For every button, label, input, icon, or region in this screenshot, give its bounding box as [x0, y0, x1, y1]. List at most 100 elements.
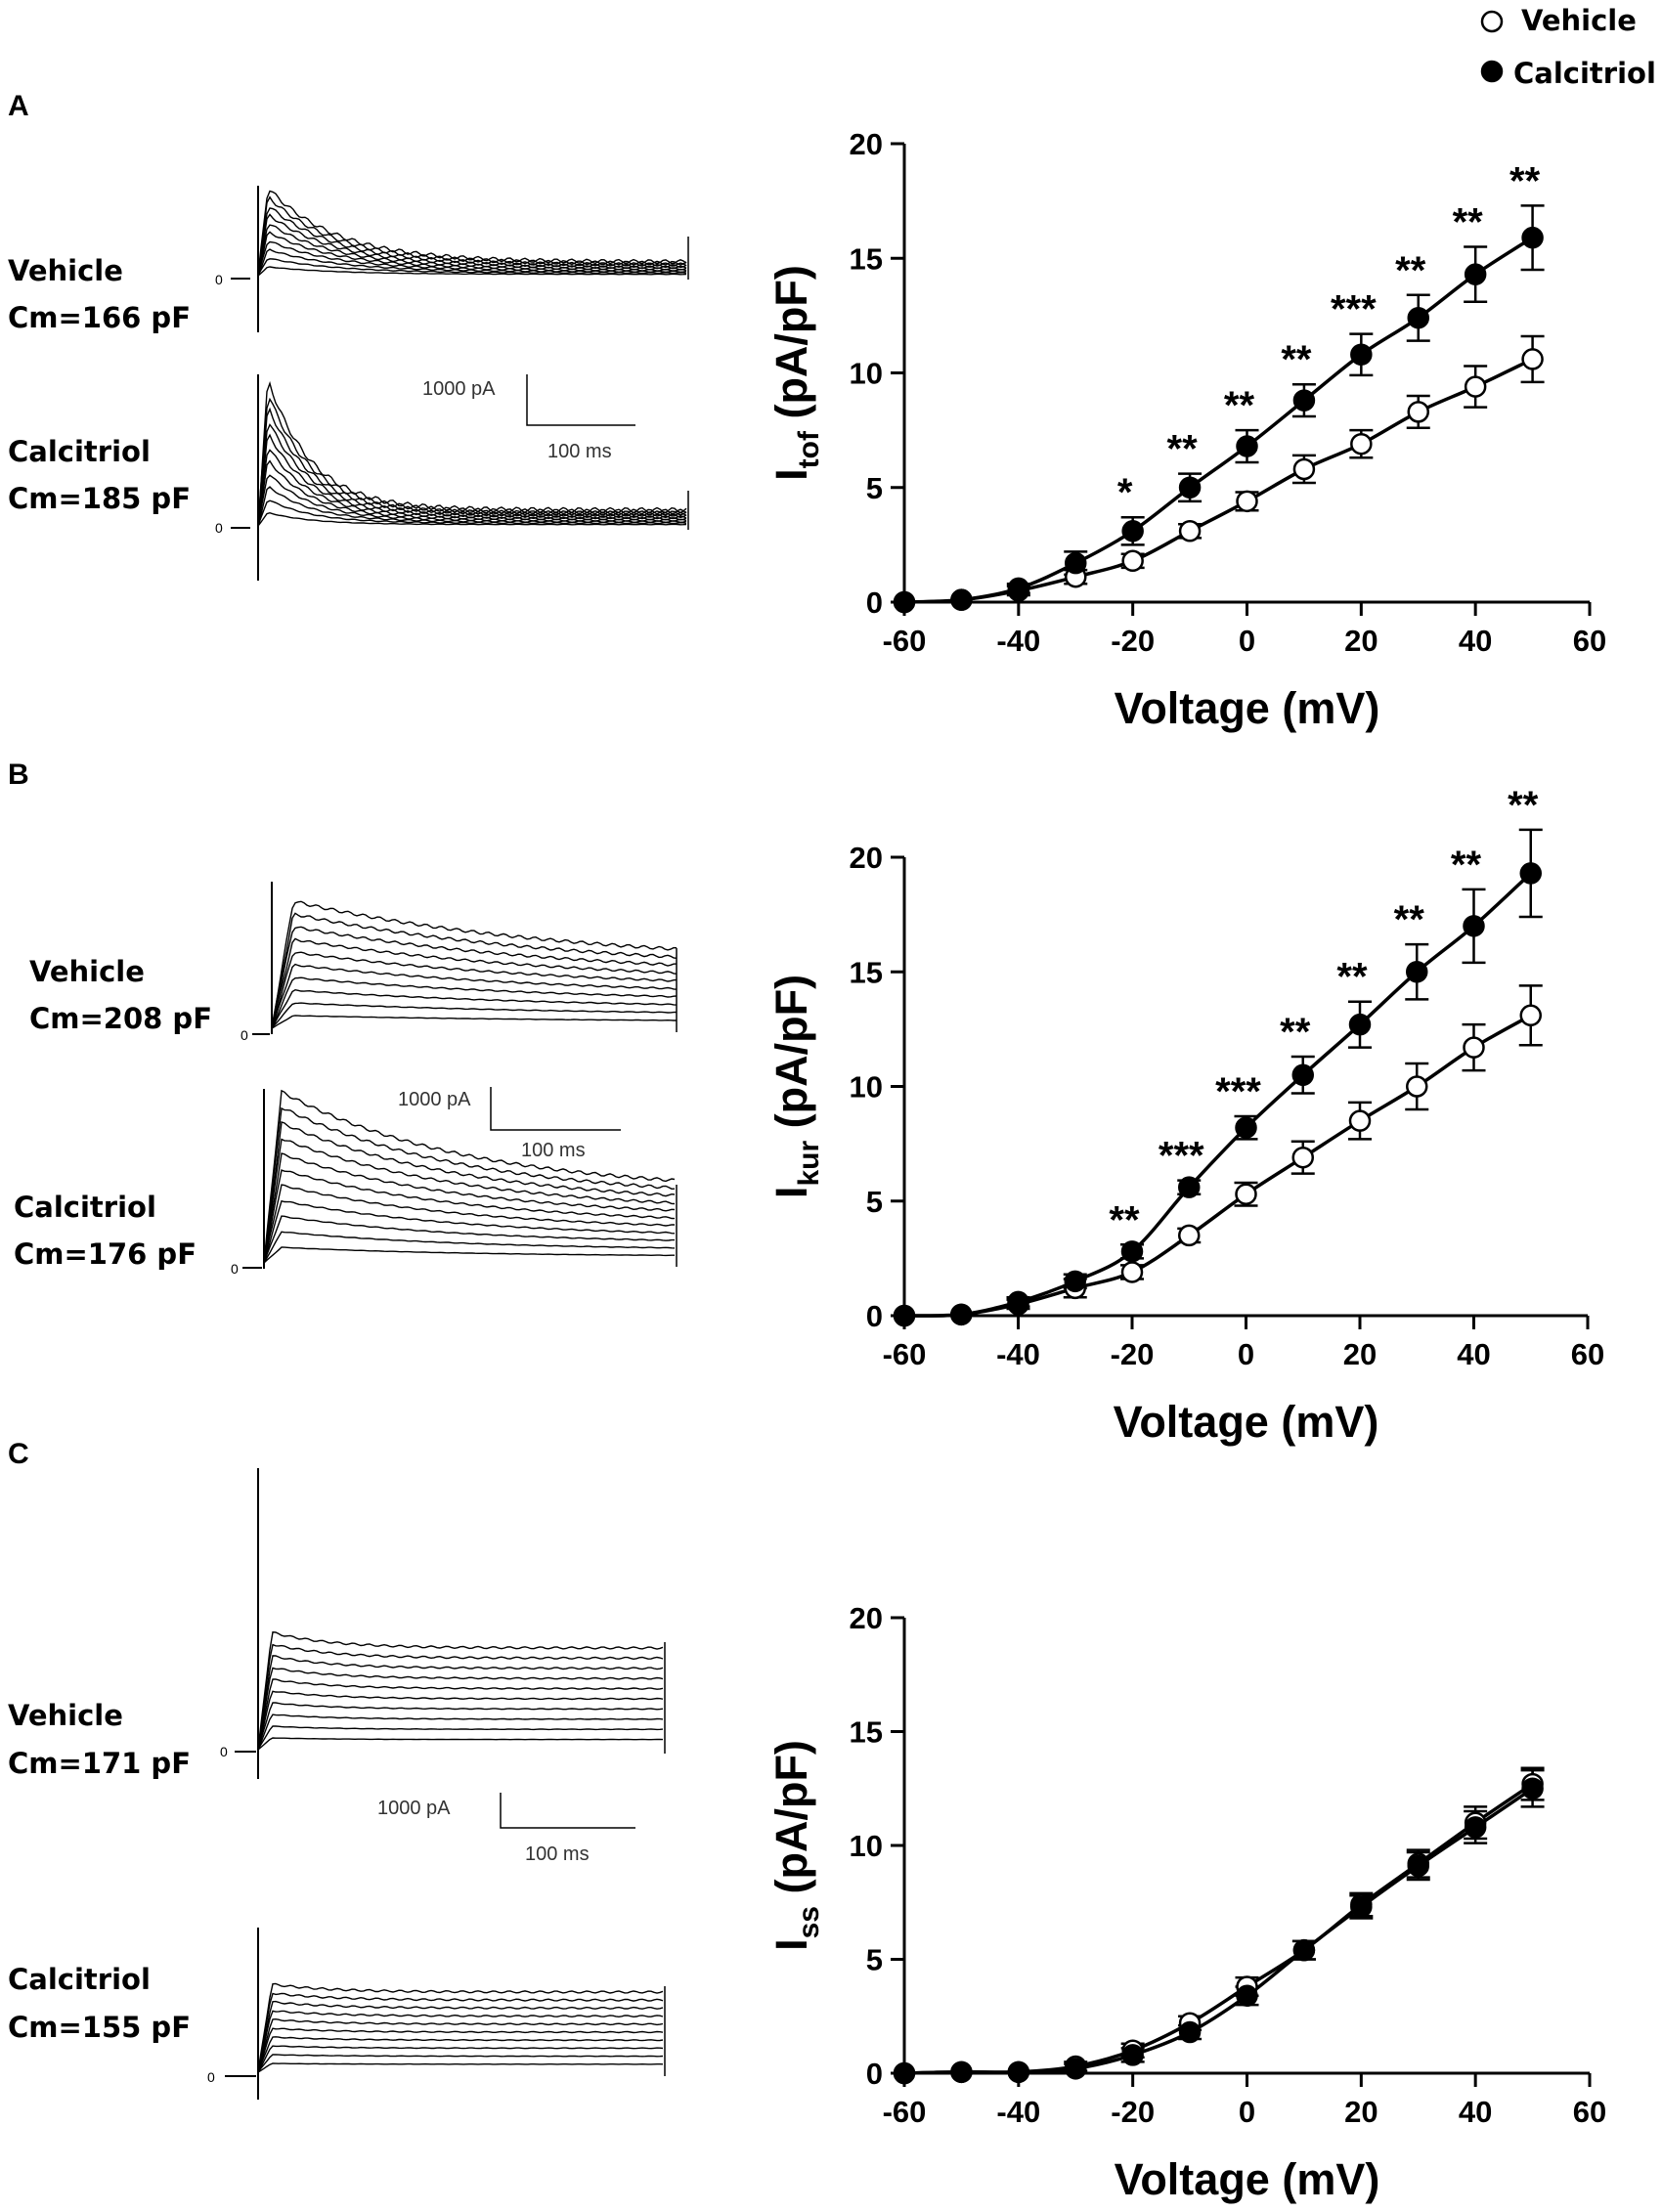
trace-a-calcitriol-zero: 0: [215, 520, 223, 536]
chart-itof-calcitriol-point: [1464, 263, 1487, 285]
chart-iss-y-tick-label: 0: [866, 2057, 883, 2091]
chart-itof-x-tick-label: 0: [1239, 624, 1255, 658]
panel-b-traces: Vehicle Cm=208 pF Calcitriol Cm=176 pF 0…: [14, 882, 678, 1277]
trace-family-b-vehicle-sweep: [271, 1002, 678, 1029]
trace-family-b-calcitriol-sweep: [263, 1246, 675, 1264]
chart-iss-x-tick-label: 0: [1239, 2095, 1255, 2129]
chart-ikur-y-label: Ikur (pA/pF): [766, 975, 825, 1198]
chart-ikur-vehicle-fit-line: [903, 1014, 1532, 1318]
chart-ikur-x-tick-label: 20: [1343, 1337, 1377, 1371]
chart-itof-y-label: Itof (pA/pF): [766, 265, 825, 481]
trace-family-b-vehicle-sweep: [271, 1015, 677, 1029]
chart-ikur-x-tick-label: 40: [1457, 1337, 1490, 1371]
chart-itof-calcitriol-point: [1065, 551, 1087, 575]
chart-iss-y-tick-label: 5: [866, 1943, 883, 1977]
chart-iss-x-tick-label: 60: [1573, 2095, 1606, 2129]
chart-ikur-significance: **: [1336, 956, 1368, 999]
chart-iss-vehicle-fit-line: [903, 1782, 1534, 2075]
panel-letter-a: A: [8, 90, 29, 122]
trace-family-a-calcitriol: [257, 374, 689, 581]
trace-family-a-calcitriol-sweep: [257, 380, 687, 528]
trace-family-b-vehicle-sweep: [271, 937, 678, 1030]
chart-itof-significance: ***: [1331, 288, 1377, 331]
chart-ikur-vehicle-point: [1291, 1146, 1314, 1169]
chart-ikur-calcitriol-point: [1007, 1290, 1029, 1314]
chart-iss-calcitriol-point: [1007, 2060, 1030, 2084]
scale-bar-a: [526, 374, 635, 426]
trace-family-a-vehicle: [257, 186, 689, 332]
legend-vehicle-label: Vehicle: [1521, 4, 1637, 37]
chart-itof-significance: **: [1395, 249, 1426, 292]
trace-family-c-vehicle-sweep: [257, 1631, 664, 1750]
chart-itof-calcitriol-point: [893, 590, 916, 614]
chart-itof-significance: **: [1224, 384, 1255, 427]
trace-a-vehicle-cm: Cm=166 pF: [8, 301, 191, 334]
trace-a-vehicle-zero: 0: [215, 272, 223, 287]
chart-itof-x-tick-label: -40: [996, 624, 1040, 658]
chart-iss-calcitriol-point: [1464, 1816, 1487, 1839]
chart-itof-y-tick-label: 0: [866, 586, 883, 620]
chart-iss-y-tick-label: 10: [850, 1829, 883, 1863]
chart-itof-x-tick-label: -20: [1111, 624, 1155, 658]
chart-itof-vehicle-point: [1350, 432, 1373, 455]
trace-family-c-calcitriol-sweep: [257, 2027, 664, 2073]
trace-family-c-calcitriol-sweep: [257, 1992, 664, 2073]
trace-family-b-calcitriol-sweep: [263, 1089, 676, 1263]
chart-ikur: 0 5 10 15 20 -60 -40 -20 0 20 40 60 Voltage (mV) Ikur…: [766, 784, 1604, 1447]
trace-family-c-calcitriol-sweep: [257, 2010, 664, 2073]
trace-b-vehicle-cm: Cm=208 pF: [29, 1002, 212, 1035]
trace-family-c-vehicle-sweep: [257, 1725, 664, 1751]
chart-itof-vehicle-point: [1407, 401, 1429, 423]
chart-ikur-x-tick-label: 60: [1571, 1337, 1604, 1371]
trace-family-b-calcitriol-sweep: [263, 1215, 675, 1264]
chart-iss-calcitriol-point: [1350, 1895, 1373, 1919]
chart-ikur-calcitriol-point: [1291, 1063, 1314, 1087]
trace-family-c-calcitriol-sweep: [257, 2036, 664, 2073]
chart-iss-y-tick-label: 15: [850, 1715, 883, 1750]
trace-family-c-vehicle-sweep: [257, 1690, 664, 1751]
trace-family-b-vehicle-sweep: [271, 988, 678, 1029]
chart-iss-calcitriol-point: [1236, 1984, 1258, 2008]
trace-family-b-calcitriol-sweep: [263, 1184, 675, 1264]
panel-letter-c: C: [8, 1438, 29, 1470]
chart-iss-calcitriol-point: [1521, 1777, 1544, 1800]
chart-iss-calcitriol-point: [1065, 2058, 1087, 2080]
scale-c-current: 1000 pA: [377, 1798, 451, 1819]
trace-family-c-vehicle-sweep: [257, 1702, 664, 1750]
chart-ikur-calcitriol-point: [893, 1304, 916, 1327]
chart-iss-calcitriol-point: [1407, 1854, 1429, 1878]
chart-ikur-x-tick-label: -60: [883, 1337, 927, 1371]
chart-itof-significance: *: [1117, 471, 1133, 514]
trace-family-c-vehicle-sweep: [257, 1667, 664, 1751]
trace-family-c-vehicle: [257, 1468, 666, 1779]
trace-b-calcitriol-name: Calcitriol: [14, 1191, 156, 1224]
chart-itof-x-tick-label: -60: [883, 624, 927, 658]
chart-iss-x-tick-label: 20: [1344, 2095, 1378, 2129]
chart-itof-significance: **: [1167, 428, 1199, 471]
chart-itof-calcitriol-point: [950, 588, 973, 611]
chart-itof-vehicle-point: [1178, 520, 1202, 542]
trace-a-calcitriol-name: Calcitriol: [8, 435, 151, 468]
chart-itof-x-tick-label: 40: [1459, 624, 1492, 658]
trace-family-a-vehicle-sweep: [257, 224, 687, 276]
chart-itof-vehicle-point: [1121, 549, 1144, 573]
trace-family-b-calcitriol-sweep: [263, 1106, 676, 1264]
chart-ikur-calcitriol-point: [1235, 1116, 1257, 1139]
trace-c-vehicle-cm: Cm=171 pF: [8, 1747, 191, 1780]
chart-itof-significance: **: [1281, 338, 1312, 381]
trace-family-a-calcitriol-sweep: [257, 433, 687, 528]
chart-ikur-vehicle-point: [1348, 1109, 1372, 1132]
chart-iss-y-tick-label: 20: [850, 1601, 883, 1635]
trace-b-vehicle-zero: 0: [241, 1027, 248, 1043]
chart-ikur-vehicle-point: [1235, 1183, 1257, 1205]
chart-itof-calcitriol-point: [1121, 520, 1144, 542]
trace-family-b-calcitriol-sweep: [263, 1120, 676, 1264]
legend-calcitriol-marker: [1480, 60, 1504, 83]
chart-iss: 0 5 10 15 20 -60 -40 -20 0 20 40 60 Voltage (mV) Iss …: [766, 1601, 1606, 2204]
chart-ikur-x-tick-label: 0: [1238, 1337, 1254, 1371]
scale-c-time: 100 ms: [525, 1843, 590, 1865]
trace-family-a-vehicle-sweep: [257, 207, 687, 275]
chart-itof-vehicle-fit-line: [903, 357, 1534, 604]
chart-ikur-x-tick-label: -40: [996, 1337, 1040, 1371]
panel-a-traces: Vehicle Cm=166 pF Calcitriol Cm=185 pF 0…: [8, 186, 689, 581]
